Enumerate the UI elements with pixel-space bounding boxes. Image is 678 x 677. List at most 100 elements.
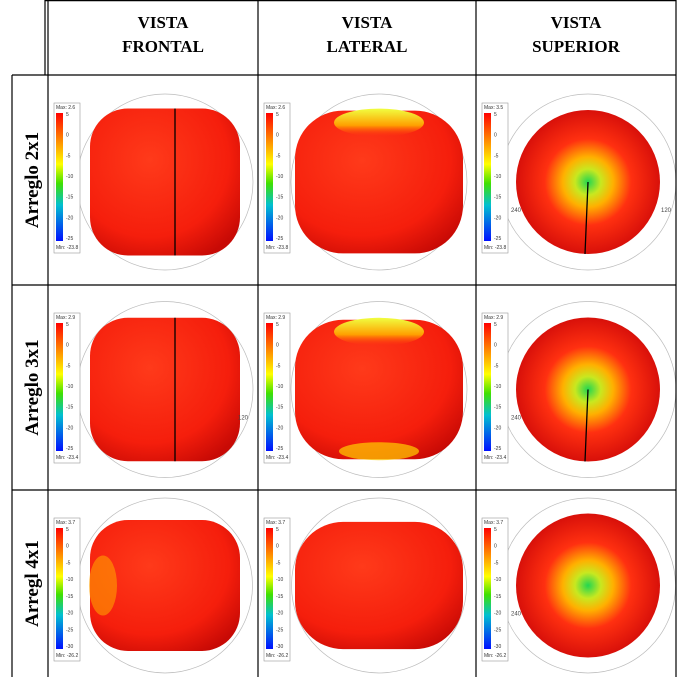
legend-tick: 0 bbox=[276, 544, 279, 550]
legend-tick: -5 bbox=[66, 153, 71, 159]
legend-max: Max: 2.9 bbox=[266, 315, 285, 321]
legend-tick: -5 bbox=[494, 363, 499, 369]
axis-label: 240 bbox=[511, 208, 522, 214]
pattern-image bbox=[78, 498, 253, 673]
legend-tick: 5 bbox=[494, 112, 497, 118]
page: VISTAFRONTALVISTALATERALVISTASUPERIORArr… bbox=[0, 0, 678, 677]
legend-tick: -15 bbox=[276, 594, 283, 600]
column-header: VISTA bbox=[342, 13, 393, 32]
legend-tick: -20 bbox=[66, 425, 73, 431]
legend-bar bbox=[484, 113, 491, 241]
legend-tick: -25 bbox=[66, 236, 73, 242]
pattern-image bbox=[291, 302, 467, 478]
legend-tick: -5 bbox=[494, 560, 499, 566]
axis-label: 120 bbox=[238, 416, 249, 422]
legend-min: Min: -23.4 bbox=[484, 455, 506, 461]
column-header: VISTA bbox=[551, 13, 602, 32]
legend-tick: -30 bbox=[494, 644, 501, 650]
legend-min: Min: -23.4 bbox=[56, 455, 78, 461]
pattern-highlight bbox=[339, 442, 419, 460]
legend-tick: 5 bbox=[276, 322, 279, 328]
legend-tick: -20 bbox=[276, 611, 283, 617]
legend-bar bbox=[266, 113, 273, 241]
legend-min: Min: -26.2 bbox=[484, 653, 506, 659]
row-label: Arreglo 3x1 bbox=[22, 339, 43, 435]
axis-label: 240 bbox=[511, 416, 522, 422]
pattern-shape bbox=[90, 318, 240, 462]
legend-tick: 0 bbox=[66, 544, 69, 550]
row-label: Arreglo 2x1 bbox=[22, 132, 43, 228]
legend-min: Min: -23.8 bbox=[56, 245, 78, 251]
legend-tick: -5 bbox=[276, 560, 281, 566]
legend-tick: 5 bbox=[494, 322, 497, 328]
legend-tick: -20 bbox=[276, 215, 283, 221]
axis-label: 240 bbox=[511, 612, 522, 618]
legend-tick: 5 bbox=[276, 112, 279, 118]
pattern-shape bbox=[90, 109, 240, 256]
legend-max: Max: 2.9 bbox=[484, 315, 503, 321]
legend-min: Min: -23.4 bbox=[266, 455, 288, 461]
legend-tick: -20 bbox=[276, 425, 283, 431]
pattern-image bbox=[501, 498, 676, 673]
legend-tick: -15 bbox=[494, 594, 501, 600]
legend-tick: -20 bbox=[494, 425, 501, 431]
legend-tick: 0 bbox=[66, 343, 69, 349]
legend-tick: -15 bbox=[66, 405, 73, 411]
axis-label: 120 bbox=[661, 208, 672, 214]
legend-tick: -25 bbox=[276, 627, 283, 633]
pattern-image bbox=[292, 498, 467, 673]
legend-tick: 0 bbox=[494, 343, 497, 349]
pattern-shape bbox=[295, 522, 463, 649]
legend-bar bbox=[266, 528, 273, 649]
legend-bar bbox=[56, 323, 63, 451]
legend-tick: -10 bbox=[276, 174, 283, 180]
legend-bar bbox=[266, 323, 273, 451]
pattern-image bbox=[500, 94, 676, 270]
row-label: Arregl 4x1 bbox=[22, 540, 43, 627]
legend-tick: -5 bbox=[276, 363, 281, 369]
column-header: FRONTAL bbox=[122, 37, 204, 56]
pattern-highlight bbox=[89, 556, 117, 616]
legend-tick: -15 bbox=[494, 195, 501, 201]
legend-tick: -10 bbox=[66, 384, 73, 390]
legend-tick: 5 bbox=[276, 527, 279, 533]
legend-tick: -30 bbox=[276, 644, 283, 650]
legend-tick: -20 bbox=[66, 215, 73, 221]
legend-tick: -25 bbox=[66, 627, 73, 633]
legend-tick: -10 bbox=[66, 174, 73, 180]
legend-tick: 0 bbox=[494, 544, 497, 550]
pattern-shape bbox=[516, 514, 660, 658]
legend-tick: -15 bbox=[66, 594, 73, 600]
legend-tick: -15 bbox=[494, 405, 501, 411]
column-header: LATERAL bbox=[327, 37, 408, 56]
pattern-image bbox=[291, 94, 467, 270]
legend-tick: -10 bbox=[276, 384, 283, 390]
legend-tick: -20 bbox=[66, 611, 73, 617]
legend-tick: -5 bbox=[494, 153, 499, 159]
legend-tick: -10 bbox=[494, 577, 501, 583]
legend-tick: -10 bbox=[276, 577, 283, 583]
legend-min: Min: -23.8 bbox=[266, 245, 288, 251]
legend-tick: -20 bbox=[494, 611, 501, 617]
legend-tick: -25 bbox=[66, 446, 73, 452]
legend-tick: -30 bbox=[66, 644, 73, 650]
legend-tick: -5 bbox=[66, 363, 71, 369]
pattern-highlight bbox=[334, 109, 424, 137]
legend-bar bbox=[484, 323, 491, 451]
legend-tick: -20 bbox=[494, 215, 501, 221]
legend-tick: -5 bbox=[276, 153, 281, 159]
pattern-image bbox=[77, 302, 253, 478]
pattern-highlight bbox=[334, 318, 424, 346]
legend-tick: -10 bbox=[494, 384, 501, 390]
legend-tick: -15 bbox=[276, 195, 283, 201]
legend-tick: 0 bbox=[276, 343, 279, 349]
legend-tick: 5 bbox=[66, 322, 69, 328]
legend-tick: 0 bbox=[276, 133, 279, 139]
legend-tick: -10 bbox=[66, 577, 73, 583]
legend-tick: 0 bbox=[494, 133, 497, 139]
legend-tick: -25 bbox=[494, 236, 501, 242]
column-header: SUPERIOR bbox=[532, 37, 621, 56]
legend-tick: -5 bbox=[66, 560, 71, 566]
legend-bar bbox=[56, 113, 63, 241]
pattern-image bbox=[500, 302, 676, 478]
